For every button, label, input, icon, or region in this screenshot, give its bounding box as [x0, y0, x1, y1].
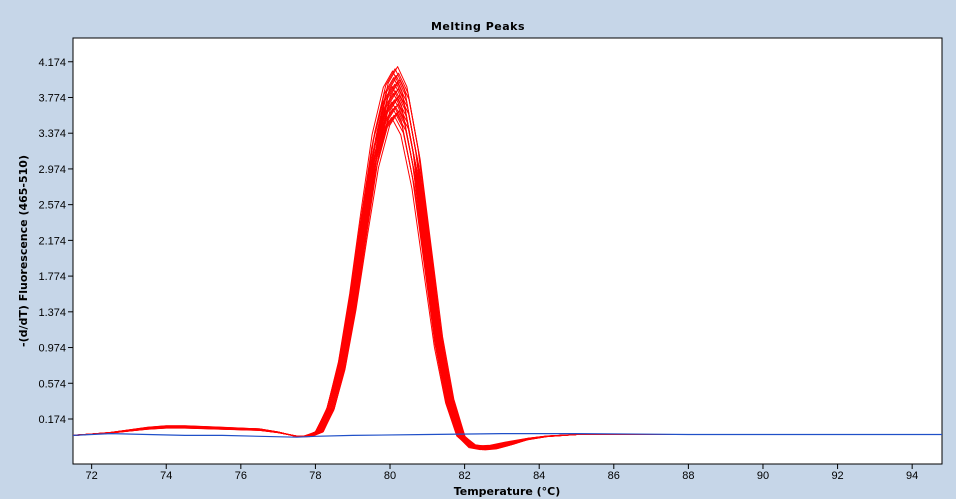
- x-tick-label: 80: [384, 470, 396, 482]
- x-tick-label: 94: [906, 470, 918, 482]
- x-tick-label: 72: [86, 470, 98, 482]
- y-tick-label: 0.974: [38, 343, 66, 355]
- x-tick-label: 76: [235, 470, 247, 482]
- y-tick-label: 3.774: [38, 92, 66, 104]
- x-tick-label: 92: [831, 470, 843, 482]
- y-tick-label: 1.774: [38, 271, 66, 283]
- y-axis-label: -(d/dT) Fluorescence (465-510): [17, 155, 30, 347]
- y-tick-label: 2.574: [38, 200, 66, 212]
- x-tick-label: 88: [682, 470, 694, 482]
- y-tick-label: 4.174: [38, 57, 66, 69]
- x-tick-label: 74: [160, 470, 172, 482]
- x-tick-label: 84: [533, 470, 545, 482]
- baseline-curve: [73, 433, 942, 438]
- x-axis-label: Temperature (°C): [454, 485, 561, 498]
- y-tick-label: 2.974: [38, 164, 66, 176]
- axis-ticks: 72 74 76 78 80 82 84 86 88 90 92 94 0.174 0.574 0.974 1…: [38, 57, 918, 482]
- data-series: [73, 66, 942, 451]
- x-tick-label: 82: [458, 470, 470, 482]
- x-tick-label: 90: [757, 470, 769, 482]
- y-tick-label: 1.374: [38, 307, 66, 319]
- chart-title: Melting Peaks: [431, 20, 525, 33]
- y-tick-label: 2.174: [38, 235, 66, 247]
- x-tick-label: 86: [608, 470, 620, 482]
- y-tick-label: 0.174: [38, 414, 66, 426]
- y-tick-label: 0.574: [38, 378, 66, 390]
- x-tick-label: 78: [309, 470, 321, 482]
- melting-curve: [73, 66, 942, 451]
- plot-area: [72, 37, 943, 465]
- y-tick-label: 3.374: [38, 128, 66, 140]
